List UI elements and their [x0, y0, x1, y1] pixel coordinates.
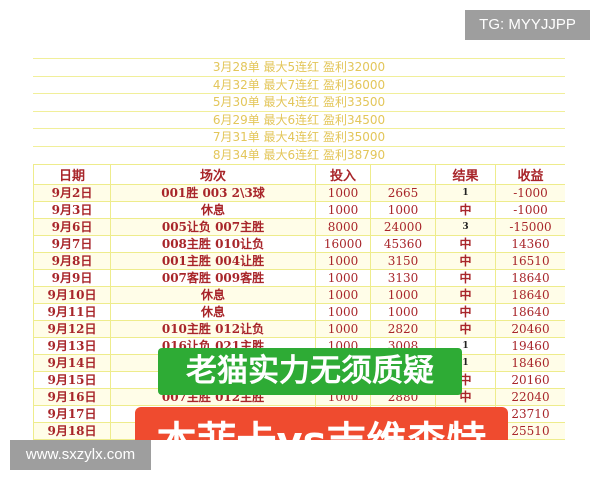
red-caption-text: 本菲卡vs吉维森特 — [135, 407, 508, 440]
table-cell: 2665 — [370, 184, 436, 202]
column-header — [370, 164, 436, 185]
table-cell: 16000 — [315, 235, 371, 253]
table-row: 9月10日 休息 1000 1000 中 18640 — [33, 286, 565, 304]
table-cell: 14360 — [495, 235, 565, 253]
column-header: 场次 — [110, 164, 316, 185]
table-cell: 9月14日 — [33, 354, 111, 372]
table-cell: 中 — [435, 269, 496, 287]
table-cell: 001主胜 004让胜 — [110, 252, 316, 270]
summary-row: 8月34单 最大6连红 盈利38790 — [33, 145, 565, 164]
column-header: 投入 — [315, 164, 371, 185]
table-cell: 9月15日 — [33, 371, 111, 389]
table-cell: 1 — [435, 184, 496, 202]
table-row: 9月9日 007客胜 009客胜 1000 3130 中 18640 — [33, 269, 565, 287]
table-cell: 中 — [435, 201, 496, 219]
table-cell: 3150 — [370, 252, 436, 270]
summary-row: 3月28单 最大5连红 盈利32000 — [33, 58, 565, 76]
table-cell: 20460 — [495, 320, 565, 338]
results-table: 日期 场次 投入 结果 收益 9月2日 001胜 003 2\3球 1000 2665 1 -10… — [33, 164, 565, 440]
spreadsheet-image: 3月28单 最大5连红 盈利32000 4月32单 最大7连红 盈利36000 5月… — [33, 40, 565, 440]
table-cell: 20160 — [495, 371, 565, 389]
table-cell: 005让负 007主胜 — [110, 218, 316, 236]
table-cell: 中 — [435, 252, 496, 270]
table-cell: 9月10日 — [33, 286, 111, 304]
summary-row: 7月31单 最大4连红 盈利35000 — [33, 128, 565, 146]
table-row: 9月8日 001主胜 004让胜 1000 3150 中 16510 — [33, 252, 565, 270]
table-cell: 中 — [435, 286, 496, 304]
table-cell: 3 — [435, 218, 496, 236]
table-cell: 18640 — [495, 303, 565, 321]
table-cell: 休息 — [110, 286, 316, 304]
table-cell: 8000 — [315, 218, 371, 236]
table-cell: 9月18日 — [33, 422, 111, 440]
summary-row: 4月32单 最大7连红 盈利36000 — [33, 75, 565, 94]
table-cell: 1000 — [315, 184, 371, 202]
table-cell: 2820 — [370, 320, 436, 338]
table-cell: 9月17日 — [33, 405, 111, 423]
table-cell: 中 — [435, 320, 496, 338]
table-cell: 9月16日 — [33, 388, 111, 406]
green-caption-banner: 老猫实力无须质疑 — [158, 348, 462, 395]
table-cell: 休息 — [110, 201, 316, 219]
table-row: 9月7日 008主胜 010让负 16000 45360 中 14360 — [33, 235, 565, 253]
table-cell: 1000 — [315, 320, 371, 338]
table-row: 9月6日 005让负 007主胜 8000 24000 3 -15000 — [33, 218, 565, 236]
red-caption-banner: 本菲卡vs吉维森特 — [135, 407, 508, 440]
column-header: 结果 — [435, 164, 496, 185]
table-cell: 16510 — [495, 252, 565, 270]
table-cell: 18640 — [495, 269, 565, 287]
site-watermark: www.sxzylx.com — [10, 440, 151, 470]
table-cell: 中 — [435, 235, 496, 253]
table-cell: -1000 — [495, 201, 565, 219]
column-header: 日期 — [33, 164, 111, 185]
table-row: 9月11日 休息 1000 1000 中 18640 — [33, 303, 565, 321]
table-row: 9月2日 001胜 003 2\3球 1000 2665 1 -1000 — [33, 184, 565, 202]
table-cell: 1000 — [315, 303, 371, 321]
table-cell: 18640 — [495, 286, 565, 304]
table-cell: 18460 — [495, 354, 565, 372]
table-cell: 1000 — [370, 303, 436, 321]
table-cell: 007客胜 009客胜 — [110, 269, 316, 287]
table-cell: 1000 — [315, 286, 371, 304]
table-cell: 9月2日 — [33, 184, 111, 202]
table-cell: 1000 — [315, 201, 371, 219]
table-cell: 22040 — [495, 388, 565, 406]
table-cell: -1000 — [495, 184, 565, 202]
table-cell: 3130 — [370, 269, 436, 287]
summary-row: 5月30单 最大4连红 盈利33500 — [33, 93, 565, 111]
table-cell: 24000 — [370, 218, 436, 236]
table-cell: 休息 — [110, 303, 316, 321]
table-cell: 9月12日 — [33, 320, 111, 338]
table-row: 9月12日 010主胜 012让负 1000 2820 中 20460 — [33, 320, 565, 338]
table-cell: 9月7日 — [33, 235, 111, 253]
table-cell: 1000 — [370, 201, 436, 219]
table-cell: 1000 — [315, 252, 371, 270]
table-cell: 9月9日 — [33, 269, 111, 287]
table-cell: 008主胜 010让负 — [110, 235, 316, 253]
table-cell: -15000 — [495, 218, 565, 236]
summary-row: 6月29单 最大6连红 盈利34500 — [33, 110, 565, 129]
table-cell: 9月8日 — [33, 252, 111, 270]
table-cell: 9月13日 — [33, 337, 111, 355]
table-cell: 25510 — [495, 422, 565, 440]
tg-badge: TG: MYYJJPP — [465, 10, 590, 40]
table-cell: 010主胜 012让负 — [110, 320, 316, 338]
table-row: 9月3日 休息 1000 1000 中 -1000 — [33, 201, 565, 219]
column-header: 收益 — [495, 164, 565, 185]
table-cell: 中 — [435, 303, 496, 321]
table-cell: 9月6日 — [33, 218, 111, 236]
table-cell: 9月11日 — [33, 303, 111, 321]
table-cell: 9月3日 — [33, 201, 111, 219]
table-cell: 45360 — [370, 235, 436, 253]
table-cell: 19460 — [495, 337, 565, 355]
table-cell: 1000 — [315, 269, 371, 287]
table-cell: 1000 — [370, 286, 436, 304]
table-cell: 001胜 003 2\3球 — [110, 184, 316, 202]
